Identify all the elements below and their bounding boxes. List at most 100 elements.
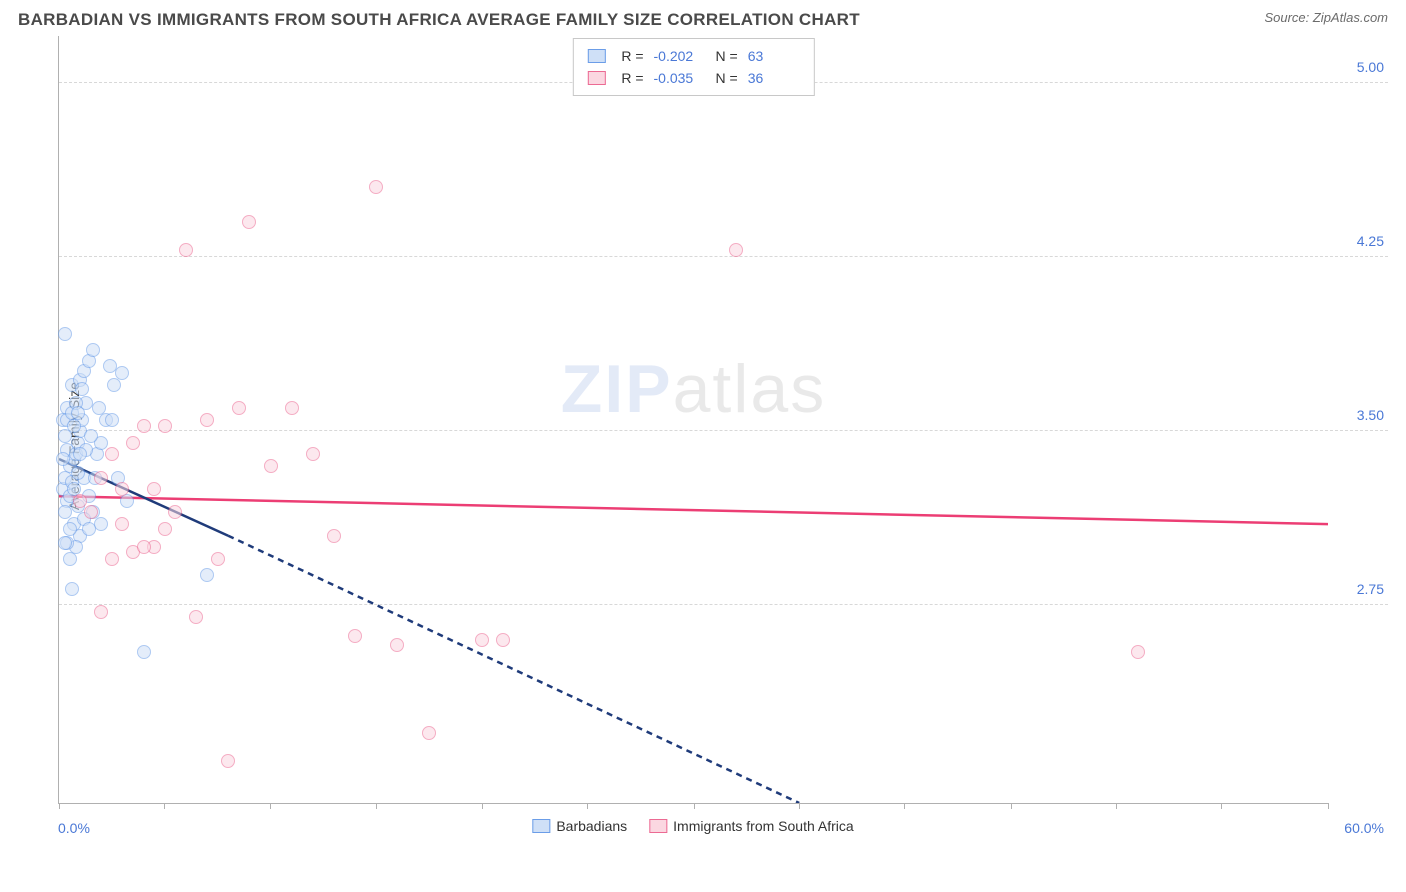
point-south-africa	[211, 552, 225, 566]
watermark-atlas: atlas	[673, 351, 827, 427]
point-south-africa	[422, 726, 436, 740]
point-south-africa	[168, 505, 182, 519]
point-south-africa	[126, 436, 140, 450]
point-south-africa	[189, 610, 203, 624]
point-south-africa	[115, 517, 129, 531]
x-tick	[1221, 803, 1222, 809]
x-tick	[59, 803, 60, 809]
watermark-zip: ZIP	[561, 351, 673, 427]
corr-swatch-1	[587, 71, 605, 85]
point-south-africa	[137, 419, 151, 433]
source-label: Source: ZipAtlas.com	[1264, 10, 1388, 25]
point-barbadians	[75, 382, 89, 396]
point-south-africa	[264, 459, 278, 473]
point-barbadians	[105, 413, 119, 427]
header-row: BARBADIAN VS IMMIGRANTS FROM SOUTH AFRIC…	[18, 10, 1388, 30]
point-barbadians	[86, 343, 100, 357]
corr-r-label: R =	[621, 67, 643, 89]
point-south-africa	[369, 180, 383, 194]
x-tick	[270, 803, 271, 809]
point-south-africa	[729, 243, 743, 257]
point-south-africa	[327, 529, 341, 543]
corr-row-0: R = -0.202 N = 63	[587, 45, 799, 67]
point-barbadians	[58, 327, 72, 341]
legend-item-1: Immigrants from South Africa	[649, 818, 854, 834]
corr-swatch-0	[587, 49, 605, 63]
y-tick-label: 2.75	[1357, 581, 1384, 597]
plot-area: ZIPatlas R = -0.202 N = 63 R = -0.035 N …	[58, 36, 1328, 804]
gridline	[59, 256, 1388, 257]
point-south-africa	[73, 494, 87, 508]
point-barbadians	[92, 401, 106, 415]
point-south-africa	[496, 633, 510, 647]
point-south-africa	[475, 633, 489, 647]
point-barbadians	[84, 429, 98, 443]
point-south-africa	[115, 482, 129, 496]
gridline	[59, 604, 1388, 605]
corr-r-label: R =	[621, 45, 643, 67]
point-south-africa	[306, 447, 320, 461]
point-south-africa	[105, 552, 119, 566]
x-tick	[1328, 803, 1329, 809]
point-barbadians	[58, 536, 72, 550]
point-barbadians	[71, 466, 85, 480]
legend-swatch-1	[649, 819, 667, 833]
point-south-africa	[94, 471, 108, 485]
legend-item-0: Barbadians	[532, 818, 627, 834]
point-barbadians	[107, 378, 121, 392]
x-tick	[164, 803, 165, 809]
point-south-africa	[137, 540, 151, 554]
point-south-africa	[158, 419, 172, 433]
point-south-africa	[158, 522, 172, 536]
x-tick	[799, 803, 800, 809]
corr-n-0: 63	[748, 45, 800, 67]
legend-label-1: Immigrants from South Africa	[673, 818, 854, 834]
x-axis-row: 0.0% Barbadians Immigrants from South Af…	[58, 814, 1328, 850]
y-tick-label: 5.00	[1357, 59, 1384, 75]
x-tick	[376, 803, 377, 809]
legend-swatch-0	[532, 819, 550, 833]
point-barbadians	[63, 522, 77, 536]
point-south-africa	[147, 482, 161, 496]
point-south-africa	[232, 401, 246, 415]
trend-lines	[59, 36, 1328, 803]
y-tick-label: 3.50	[1357, 407, 1384, 423]
point-barbadians	[63, 552, 77, 566]
x-max-label: 60.0%	[1344, 820, 1384, 836]
point-south-africa	[348, 629, 362, 643]
point-south-africa	[94, 605, 108, 619]
corr-r-0: -0.202	[654, 45, 706, 67]
corr-n-1: 36	[748, 67, 800, 89]
chart-container: Average Family Size ZIPatlas R = -0.202 …	[18, 36, 1388, 856]
correlation-box: R = -0.202 N = 63 R = -0.035 N = 36	[572, 38, 814, 96]
bottom-legend: Barbadians Immigrants from South Africa	[532, 818, 853, 834]
point-barbadians	[82, 522, 96, 536]
chart-title: BARBADIAN VS IMMIGRANTS FROM SOUTH AFRIC…	[18, 10, 860, 30]
y-tick-label: 4.25	[1357, 233, 1384, 249]
x-min-label: 0.0%	[58, 820, 90, 836]
point-south-africa	[179, 243, 193, 257]
point-south-africa	[84, 505, 98, 519]
point-south-africa	[242, 215, 256, 229]
x-tick	[482, 803, 483, 809]
point-south-africa	[1131, 645, 1145, 659]
point-south-africa	[221, 754, 235, 768]
point-barbadians	[65, 582, 79, 596]
corr-r-1: -0.035	[654, 67, 706, 89]
legend-label-0: Barbadians	[556, 818, 627, 834]
point-south-africa	[285, 401, 299, 415]
x-tick	[694, 803, 695, 809]
point-barbadians	[71, 406, 85, 420]
corr-n-label: N =	[716, 67, 738, 89]
point-barbadians	[73, 447, 87, 461]
x-tick	[1011, 803, 1012, 809]
gridline	[59, 430, 1388, 431]
point-barbadians	[67, 419, 81, 433]
point-barbadians	[115, 366, 129, 380]
x-tick	[587, 803, 588, 809]
point-barbadians	[56, 452, 70, 466]
corr-row-1: R = -0.035 N = 36	[587, 67, 799, 89]
point-south-africa	[200, 413, 214, 427]
x-tick	[1116, 803, 1117, 809]
point-south-africa	[390, 638, 404, 652]
